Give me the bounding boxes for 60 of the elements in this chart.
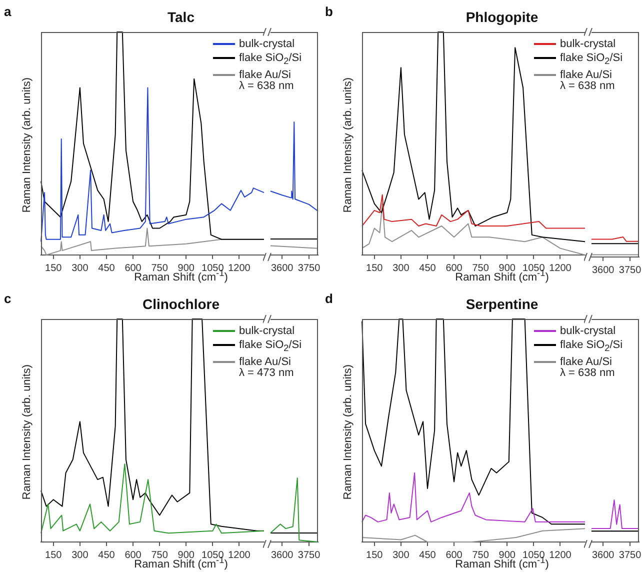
chart-title: Serpentine (466, 296, 538, 312)
chart-title: Clinochlore (142, 296, 220, 312)
x-tick-label: 900 (178, 550, 195, 561)
x-tick-label: 3750 (618, 550, 642, 561)
x-tick-label: 450 (98, 550, 116, 561)
annotation: λ = 638 nm (239, 79, 294, 93)
legend-label: flake Au/Si (238, 68, 292, 82)
x-tick-label: 900 (178, 262, 195, 274)
x-tick-label: 750 (151, 262, 168, 274)
x-tick-label: 450 (98, 262, 116, 274)
text: b (325, 4, 333, 19)
y-axis-title: Raman Intensity (arb. units) (21, 77, 33, 213)
chart-title: Phlogopite (466, 9, 538, 25)
legend-label: bulk-crystal (238, 37, 296, 51)
y-axis-title: Raman Intensity (arb. units) (342, 364, 354, 500)
x-tick-label: 150 (366, 550, 384, 561)
chart-title: Talc (168, 9, 194, 25)
legend-label: flake Au/Si (559, 355, 613, 368)
legend-label: flake Au/Si (559, 68, 613, 82)
legend-label: flake SiO$_{2}$/Si (238, 338, 302, 356)
x-tick-label: 450 (419, 550, 436, 561)
x-tick-label: 150 (45, 262, 62, 274)
x-tick-label: 450 (419, 262, 436, 274)
text: d (325, 291, 333, 306)
x-tick-label: 900 (498, 550, 516, 561)
x-tick-label: 1200 (228, 550, 251, 561)
x-tick-label: 3600 (592, 550, 615, 561)
x-tick-label: 750 (151, 550, 168, 561)
legend-label: flake SiO$_{2}$/Si (559, 51, 623, 68)
x-tick-label: 3750 (298, 550, 321, 561)
y-axis-title: Raman Intensity (arb. units) (342, 77, 354, 213)
x-tick-label: 3600 (271, 262, 294, 274)
x-tick-label: 150 (366, 262, 384, 274)
legend-label: bulk-crystal (559, 37, 617, 51)
annotation: λ = 473 nm (239, 366, 294, 380)
x-tick-label: 3600 (592, 264, 615, 276)
x-tick-label: 300 (392, 550, 410, 561)
x-tick-label: 1200 (549, 550, 572, 561)
x-tick-label: 150 (45, 550, 62, 561)
text: a (4, 4, 12, 19)
annotation: λ = 638 nm (560, 366, 615, 380)
x-tick-label: 1200 (549, 262, 572, 274)
x-tick-label: 300 (72, 262, 89, 274)
x-tick-label: 3750 (298, 262, 321, 274)
legend-label: bulk-crystal (238, 324, 296, 338)
x-tick-label: 750 (472, 550, 490, 561)
text: c (4, 291, 12, 306)
x-tick-label: 300 (392, 262, 410, 274)
x-tick-label: 3750 (618, 264, 642, 276)
annotation: λ = 638 nm (560, 79, 615, 93)
x-tick-label: 1200 (228, 262, 251, 274)
x-tick-label: 3600 (271, 550, 294, 561)
legend-label: flake SiO$_{2}$/Si (559, 338, 623, 356)
legend-label: bulk-crystal (559, 324, 617, 338)
legend-label: flake Au/Si (238, 355, 292, 368)
x-tick-label: 300 (72, 550, 89, 561)
x-tick-label: 900 (498, 262, 516, 274)
x-tick-label: 750 (472, 262, 490, 274)
y-axis-title: Raman Intensity (arb. units) (21, 364, 33, 500)
legend-label: flake SiO$_{2}$/Si (238, 51, 302, 68)
